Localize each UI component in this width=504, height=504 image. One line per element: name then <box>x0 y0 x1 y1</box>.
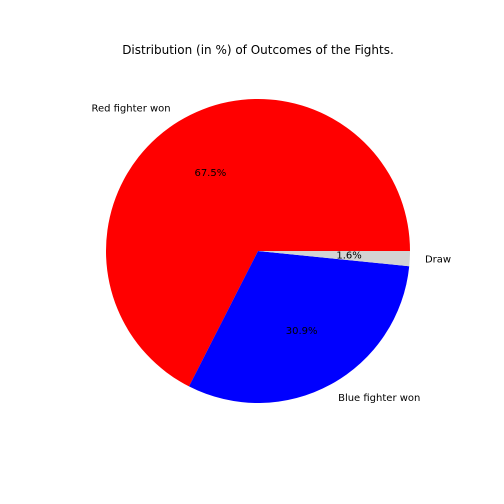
slice-label-red-fighter-won: Red fighter won <box>91 103 170 114</box>
pie-slice-red-fighter-won <box>105 99 410 387</box>
pie-slices <box>105 99 410 403</box>
chart-title: Distribution (in %) of Outcomes of the F… <box>122 43 394 57</box>
pie-slice-blue-fighter-won <box>188 251 410 403</box>
slice-label-blue-fighter-won: Blue fighter won <box>338 393 420 404</box>
pct-label-draw: 1.6% <box>336 251 361 262</box>
pie-labels: Red fighter won 67.5% Blue fighter won 30.9… <box>91 103 451 403</box>
pie-slice-draw <box>258 251 410 267</box>
pct-label-blue-fighter-won: 30.9% <box>286 326 318 337</box>
slice-label-draw: Draw <box>425 254 451 265</box>
pct-label-red-fighter-won: 67.5% <box>194 168 226 179</box>
